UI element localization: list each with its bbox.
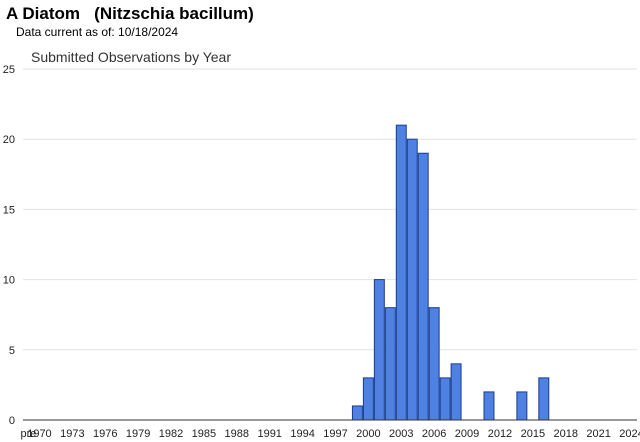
x-tick-label: 1991 bbox=[257, 428, 281, 440]
chart-title: Submitted Observations by Year bbox=[31, 49, 232, 65]
x-tick-label: 1994 bbox=[290, 428, 314, 440]
bar-2008[interactable] bbox=[450, 363, 462, 421]
bar-2011[interactable] bbox=[483, 391, 495, 421]
x-tick-label: 1985 bbox=[192, 428, 216, 440]
x-tick-label: 2021 bbox=[586, 428, 610, 440]
bars bbox=[351, 124, 550, 421]
y-tick-label: 25 bbox=[3, 64, 15, 76]
x-tick-label: pre bbox=[21, 428, 37, 440]
bar-2006[interactable] bbox=[428, 307, 440, 421]
page-title: A Diatom (Nitzschia bacillum) bbox=[6, 4, 254, 23]
data-date-note: Data current as of: 10/18/2024 bbox=[16, 25, 179, 39]
x-tick-label: 1979 bbox=[126, 428, 150, 440]
x-tick-label: 1997 bbox=[323, 428, 347, 440]
x-tick-label: 2000 bbox=[356, 428, 380, 440]
x-tick-label: 2012 bbox=[488, 428, 512, 440]
y-tick-label: 20 bbox=[3, 134, 15, 146]
gridlines bbox=[23, 68, 637, 351]
x-tick-label: 1982 bbox=[159, 428, 183, 440]
bar-2014[interactable] bbox=[516, 391, 528, 421]
bar-2004[interactable] bbox=[406, 138, 418, 421]
bar-2000[interactable] bbox=[362, 377, 374, 421]
bar-1999[interactable] bbox=[351, 405, 363, 421]
x-tick-label: 1970 bbox=[27, 428, 51, 440]
x-tick-label: 1988 bbox=[225, 428, 249, 440]
x-tick-label: 2003 bbox=[389, 428, 413, 440]
bar-2002[interactable] bbox=[384, 307, 396, 421]
y-tick-label: 0 bbox=[9, 415, 15, 427]
bar-2005[interactable] bbox=[417, 152, 429, 421]
y-tick-label: 10 bbox=[3, 275, 15, 287]
x-tick-label: 2015 bbox=[521, 428, 545, 440]
x-tick-label: 1976 bbox=[93, 428, 117, 440]
x-tick-label: 1973 bbox=[60, 428, 84, 440]
bar-2016[interactable] bbox=[538, 377, 550, 421]
x-tick-label: 2006 bbox=[422, 428, 446, 440]
y-tick-label: 5 bbox=[9, 345, 15, 357]
x-tick-label: 2024 bbox=[619, 428, 640, 440]
bar-2003[interactable] bbox=[395, 124, 407, 421]
bar-2007[interactable] bbox=[439, 377, 451, 421]
x-tick-label: 2018 bbox=[553, 428, 577, 440]
bar-2001[interactable] bbox=[373, 279, 385, 421]
y-axis: 0 5 10 15 20 25 bbox=[3, 64, 15, 427]
y-tick-label: 15 bbox=[3, 204, 15, 216]
x-tick-label: 2009 bbox=[455, 428, 479, 440]
